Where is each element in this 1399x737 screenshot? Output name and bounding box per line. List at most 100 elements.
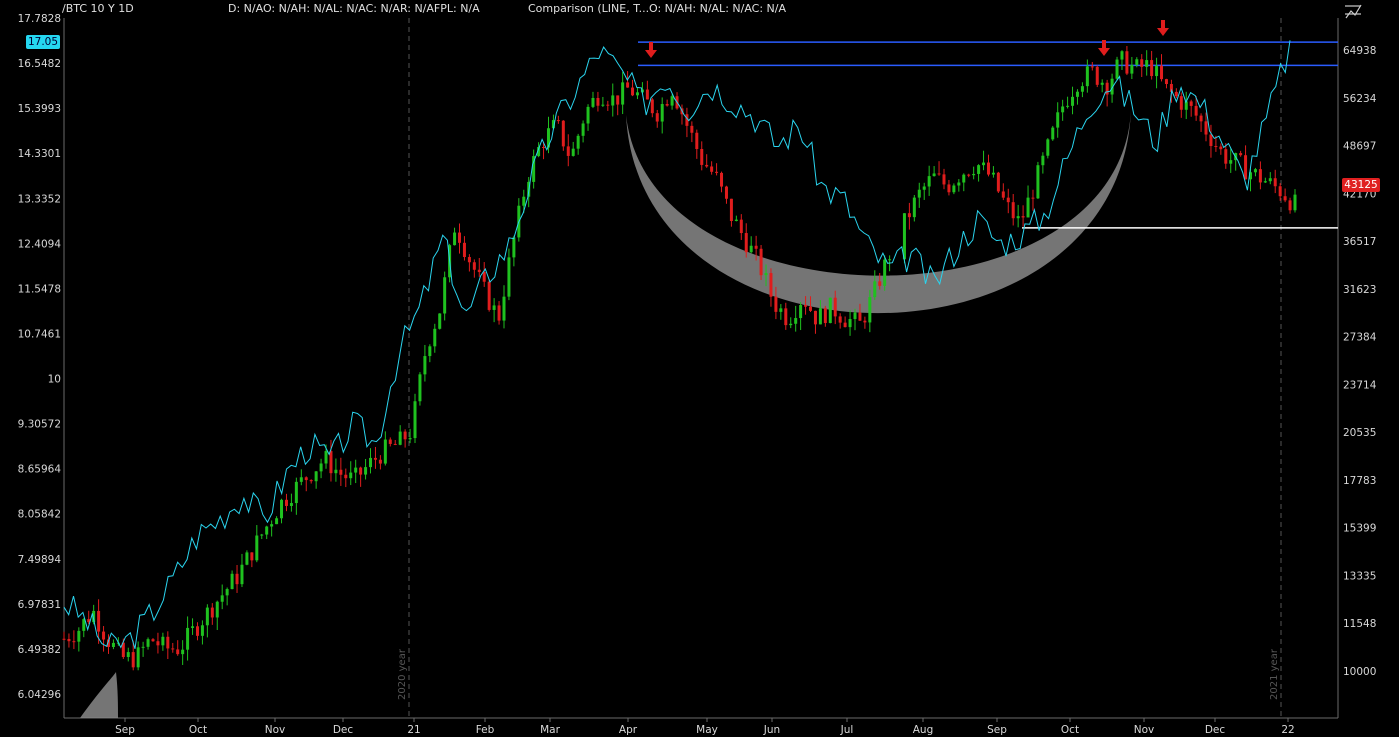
x-tick-label: Oct bbox=[189, 724, 207, 736]
left-price-axis: 17.7828 16.5482 15.3993 14.3301 13.3352 12.40… bbox=[18, 13, 62, 701]
candle-body bbox=[665, 104, 669, 106]
candle-body bbox=[561, 120, 565, 147]
candle-body bbox=[102, 631, 106, 640]
left-tick-label: 6.49382 bbox=[18, 644, 61, 656]
candle-body bbox=[1189, 101, 1193, 106]
candle-body bbox=[191, 626, 195, 628]
candle-body bbox=[967, 174, 971, 176]
candle-body bbox=[200, 625, 204, 636]
candle-body bbox=[186, 627, 190, 650]
candle-body bbox=[72, 641, 76, 643]
right-tick-label: 11548 bbox=[1343, 618, 1376, 630]
down-arrow-shaft bbox=[1161, 20, 1165, 28]
candle-body bbox=[1031, 197, 1035, 199]
candle-body bbox=[67, 638, 71, 642]
right-tick-label: 23714 bbox=[1343, 379, 1377, 391]
candle-body bbox=[724, 186, 728, 199]
x-tick-label: Apr bbox=[619, 724, 638, 736]
candle-body bbox=[1006, 197, 1010, 203]
candle-body bbox=[111, 642, 115, 647]
candle-body bbox=[171, 648, 175, 650]
candle-body bbox=[1150, 60, 1154, 77]
candle-body bbox=[289, 503, 293, 506]
candle-body bbox=[1061, 106, 1065, 113]
candle-body bbox=[339, 469, 343, 475]
left-tick-label: 10 bbox=[48, 374, 61, 386]
candle-body bbox=[912, 197, 916, 218]
candle-body bbox=[532, 156, 536, 182]
cup-crescent bbox=[626, 110, 1131, 314]
right-tick-label: 15399 bbox=[1343, 523, 1376, 535]
right-tick-label: 20535 bbox=[1343, 427, 1376, 439]
candle-body bbox=[359, 467, 363, 475]
candle-body bbox=[250, 552, 254, 561]
candle-body bbox=[804, 305, 808, 307]
x-tick-label: May bbox=[696, 724, 718, 736]
candle-body bbox=[126, 652, 130, 658]
candle-body bbox=[1204, 121, 1208, 135]
candle-body bbox=[1135, 59, 1139, 65]
left-tick-label: 13.3352 bbox=[18, 193, 61, 205]
x-tick-label: Nov bbox=[1134, 724, 1155, 736]
candle-body bbox=[1056, 112, 1060, 128]
candle-body bbox=[616, 95, 620, 105]
candle-body bbox=[1224, 149, 1228, 164]
candle-body bbox=[715, 171, 719, 173]
candle-body bbox=[106, 639, 110, 647]
down-arrow-shaft bbox=[649, 42, 653, 50]
candle-body bbox=[1249, 172, 1253, 180]
candle-body bbox=[270, 524, 274, 527]
candle-body bbox=[245, 552, 249, 565]
candle-body bbox=[304, 477, 308, 481]
candle-body bbox=[991, 172, 995, 175]
candle-body bbox=[393, 443, 397, 445]
candle-body bbox=[631, 87, 635, 96]
candle-body bbox=[87, 619, 91, 623]
candle-body bbox=[97, 610, 101, 632]
candle-body bbox=[319, 463, 323, 472]
x-tick-label: Jul bbox=[840, 724, 854, 736]
candle-body bbox=[700, 149, 704, 165]
candle-body bbox=[576, 135, 580, 149]
candle-body bbox=[141, 646, 145, 648]
candle-body bbox=[1214, 146, 1218, 148]
left-tick-label: 8.65964 bbox=[18, 464, 62, 476]
candle-body bbox=[606, 104, 610, 106]
left-tick-label: 17.7828 bbox=[18, 13, 61, 25]
candle-body bbox=[996, 172, 1000, 192]
candle-body bbox=[156, 641, 160, 646]
candle-body bbox=[1120, 51, 1124, 60]
right-tick-label: 27384 bbox=[1343, 332, 1377, 344]
candle-body bbox=[734, 219, 738, 222]
candle-body bbox=[581, 123, 585, 136]
candle-body bbox=[566, 146, 570, 156]
candle-body bbox=[982, 162, 986, 166]
candle-body bbox=[364, 467, 368, 475]
chart-style-icon[interactable] bbox=[1342, 0, 1364, 20]
down-arrow-icon bbox=[1098, 48, 1110, 56]
right-price-axis: 6493856234486974217036517316232738423714… bbox=[1343, 45, 1377, 678]
candle-body bbox=[789, 323, 793, 326]
candle-body bbox=[1026, 197, 1030, 218]
candle-body bbox=[848, 319, 852, 328]
candle-body bbox=[482, 272, 486, 282]
candle-body bbox=[1184, 101, 1188, 110]
candle-body bbox=[1090, 66, 1094, 68]
candle-body bbox=[1041, 155, 1045, 166]
comparison-label[interactable]: Comparison (LINE, T... bbox=[528, 2, 650, 15]
left-tick-label: 8.05842 bbox=[18, 509, 61, 521]
symbol-label[interactable]: /BTC 10 Y 1D bbox=[62, 2, 134, 15]
candle-body bbox=[556, 120, 560, 122]
candle-body bbox=[462, 242, 466, 258]
candle-body bbox=[660, 104, 664, 122]
right-tick-label: 48697 bbox=[1343, 141, 1376, 153]
candle-body bbox=[181, 649, 185, 655]
candle-body bbox=[344, 474, 348, 479]
candle-body bbox=[373, 457, 377, 460]
candle-body bbox=[601, 104, 605, 106]
candle-body bbox=[833, 297, 837, 317]
candle-body bbox=[690, 125, 694, 133]
right-tick-label: 17783 bbox=[1343, 475, 1376, 487]
candle-body bbox=[477, 269, 481, 273]
